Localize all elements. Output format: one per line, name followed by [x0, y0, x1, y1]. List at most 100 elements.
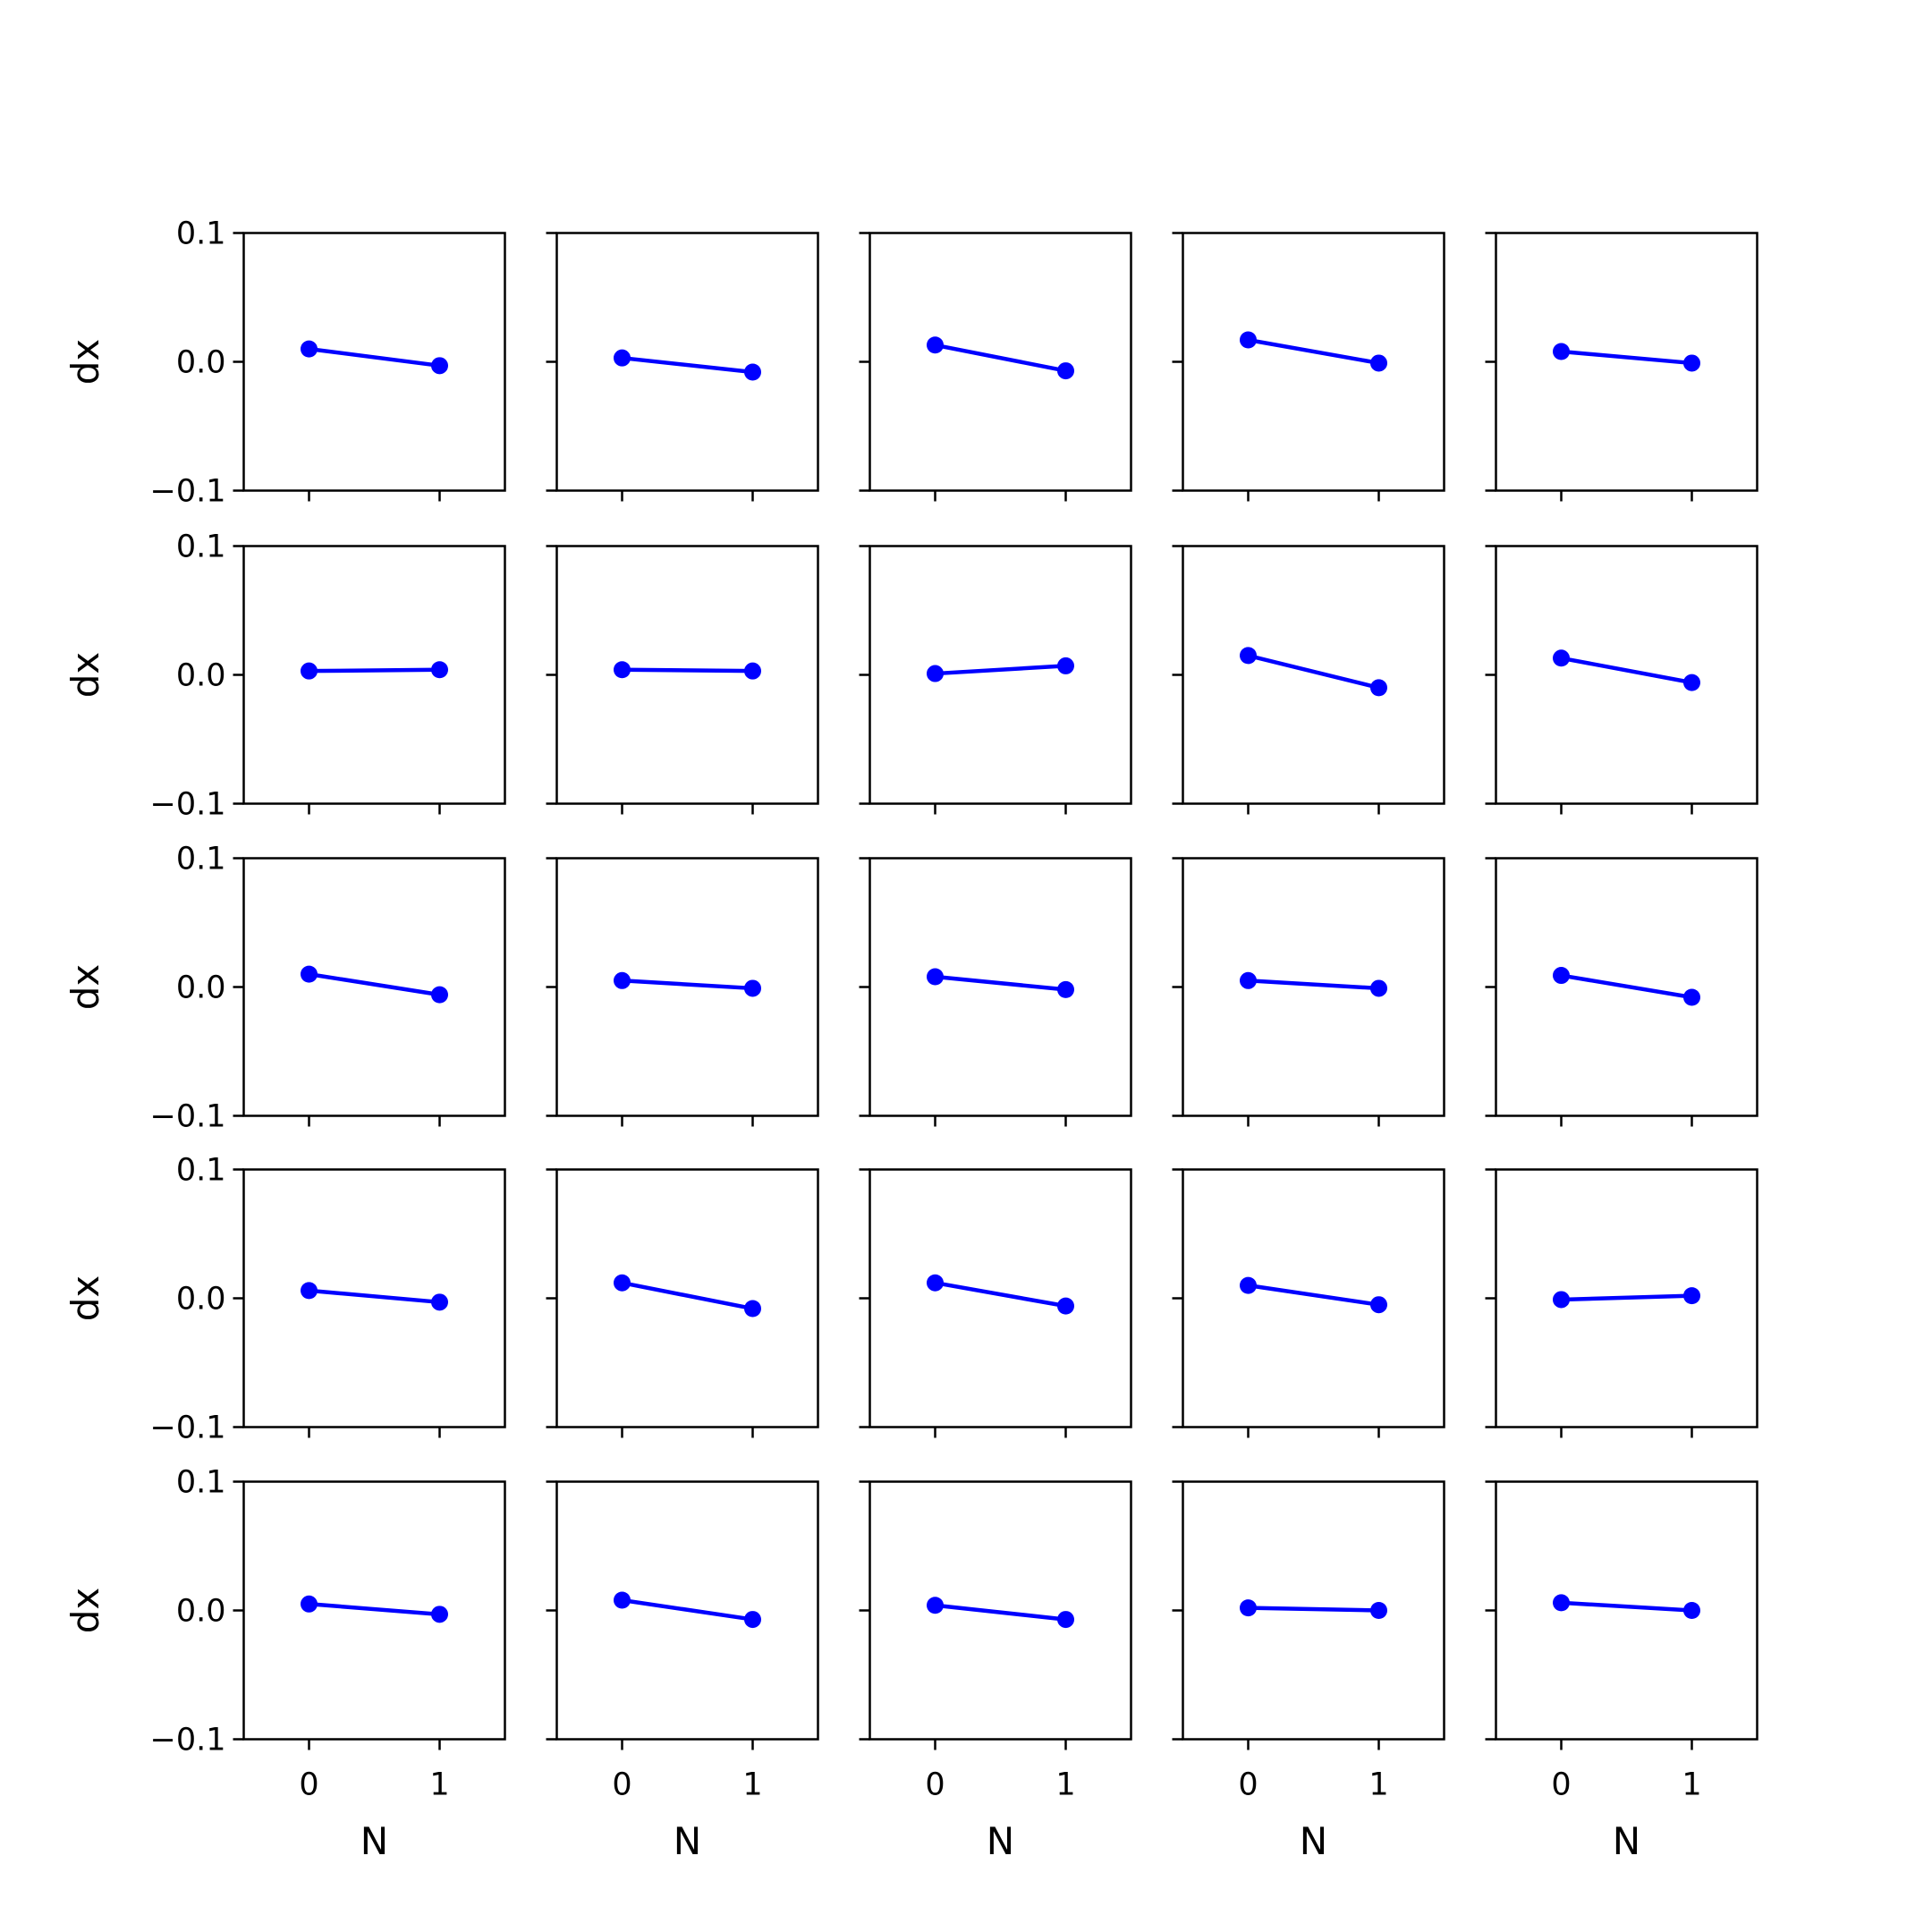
- subplot-r2-c4: [1485, 857, 1758, 1127]
- data-point-1: [1370, 1296, 1387, 1314]
- subplot-frame: [1182, 1168, 1445, 1428]
- x-tick-label: 0: [299, 1767, 318, 1803]
- series-line: [1561, 1600, 1692, 1613]
- data-point-0: [1553, 1594, 1570, 1612]
- x-axis-label: N: [987, 1819, 1014, 1863]
- subplot-frame: [555, 1168, 819, 1428]
- series-line: [935, 1281, 1066, 1309]
- subplot-r2-c0: −0.1 0.0 0.1 dx: [64, 842, 506, 1135]
- subplot-r3-c1: [546, 1168, 819, 1438]
- data-point-0: [614, 1591, 631, 1609]
- data-point-0: [301, 1282, 318, 1300]
- subplot-frame: [869, 232, 1132, 492]
- x-tick-label: 0: [612, 1767, 631, 1803]
- subplot-frame: [869, 857, 1132, 1117]
- x-tick-label: 1: [1682, 1767, 1701, 1803]
- subplot-frame: [555, 857, 819, 1117]
- series-line: [1248, 1606, 1379, 1613]
- subplot-frame: [242, 545, 506, 805]
- data-point-1: [1057, 362, 1074, 380]
- data-point-0: [927, 1274, 944, 1292]
- subplot-r3-c3: [1172, 1168, 1445, 1438]
- data-point-1: [1057, 980, 1074, 998]
- x-tick-label: 0: [1238, 1767, 1258, 1803]
- y-axis-label: dx: [64, 339, 107, 386]
- subplot-r2-c1: [546, 857, 819, 1127]
- data-point-0: [1240, 1276, 1257, 1294]
- y-axis-label: dx: [64, 1588, 107, 1634]
- subplot-frame: [242, 232, 506, 492]
- x-axis-label: N: [674, 1819, 701, 1863]
- data-point-1: [1370, 679, 1387, 697]
- subplot-r4-c2: 0 1 N: [859, 1480, 1132, 1863]
- series-line: [622, 979, 753, 991]
- series-line: [309, 1602, 440, 1617]
- data-point-0: [1553, 649, 1570, 667]
- y-tick-label: −0.1: [150, 474, 226, 510]
- series-line: [1248, 979, 1379, 991]
- subplot-r1-c0: −0.1 0.0 0.1 dx: [64, 530, 506, 823]
- data-point-1: [1683, 354, 1700, 372]
- series-line: [1561, 656, 1692, 685]
- series-line: [935, 1603, 1066, 1622]
- y-tick-label: −0.1: [150, 1099, 226, 1135]
- data-point-1: [1683, 1287, 1700, 1305]
- series-line: [309, 971, 440, 997]
- y-axis-label: dx: [64, 1275, 107, 1322]
- data-point-0: [301, 1595, 318, 1613]
- data-point-0: [1553, 1291, 1570, 1309]
- subplot-r0-c1: [546, 232, 819, 502]
- data-point-1: [744, 1611, 761, 1629]
- subplot-frame: [1182, 545, 1445, 805]
- series-line: [622, 667, 753, 674]
- subplot-frame: [1495, 1480, 1758, 1741]
- series-line: [1247, 653, 1380, 691]
- data-point-0: [614, 349, 631, 367]
- y-tick-label: 0.0: [176, 345, 226, 381]
- data-point-1: [744, 363, 761, 381]
- subplot-r2-c2: [859, 857, 1132, 1127]
- data-point-1: [431, 1606, 448, 1623]
- subplot-r2-c3: [1172, 857, 1445, 1127]
- series-line: [1561, 349, 1692, 366]
- data-point-1: [1683, 674, 1700, 691]
- y-axis-label: dx: [64, 652, 107, 699]
- data-point-0: [927, 665, 944, 682]
- subplot-r3-c4: [1485, 1168, 1758, 1438]
- data-point-0: [927, 336, 944, 354]
- subplot-frame: [555, 232, 819, 492]
- data-point-1: [744, 1300, 761, 1318]
- subplot-r1-c4: [1485, 545, 1758, 815]
- subplot-frame: [242, 857, 506, 1117]
- x-tick-label: 1: [429, 1767, 449, 1803]
- series-line: [935, 974, 1066, 992]
- series-line: [1248, 1283, 1379, 1307]
- data-point-0: [927, 1597, 944, 1614]
- series-line: [622, 1597, 753, 1622]
- data-point-1: [431, 357, 448, 375]
- y-tick-label: 0.1: [176, 1153, 226, 1189]
- y-tick-label: 0.1: [176, 842, 226, 877]
- series-line: [309, 346, 440, 369]
- data-point-0: [614, 1274, 631, 1292]
- subplot-r3-c0: −0.1 0.0 0.1 dx: [64, 1153, 506, 1446]
- subplot-frame: [1182, 857, 1445, 1117]
- y-tick-label: −0.1: [150, 787, 226, 823]
- x-tick-label: 0: [1551, 1767, 1571, 1803]
- subplot-frame: [1495, 232, 1758, 492]
- subplot-r1-c2: [859, 545, 1132, 815]
- data-point-1: [431, 1293, 448, 1311]
- y-tick-label: 0.1: [176, 530, 226, 565]
- subplot-r0-c2: [859, 232, 1132, 502]
- subplot-frame: [1495, 545, 1758, 805]
- data-point-1: [744, 979, 761, 997]
- data-point-0: [614, 971, 631, 989]
- series-line: [622, 355, 753, 375]
- data-point-1: [1057, 1611, 1074, 1629]
- subplot-r0-c0: −0.1 0.0 0.1 dx: [64, 216, 506, 510]
- x-tick-label: 1: [1368, 1767, 1388, 1803]
- x-axis-label: N: [1300, 1819, 1327, 1863]
- data-point-0: [301, 340, 318, 358]
- data-point-0: [1240, 1599, 1257, 1617]
